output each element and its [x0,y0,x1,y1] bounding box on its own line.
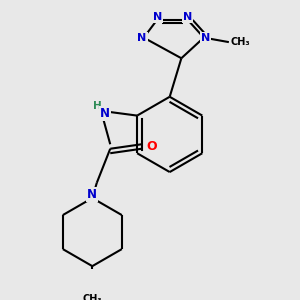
Text: CH₃: CH₃ [231,37,250,47]
Text: N: N [152,12,162,22]
Text: CH₃: CH₃ [82,294,102,300]
Text: O: O [146,140,157,153]
Text: H: H [93,101,102,111]
Text: N: N [87,188,97,201]
Text: N: N [183,12,192,22]
Text: N: N [137,33,147,43]
Text: N: N [201,33,210,43]
Text: N: N [100,107,110,120]
